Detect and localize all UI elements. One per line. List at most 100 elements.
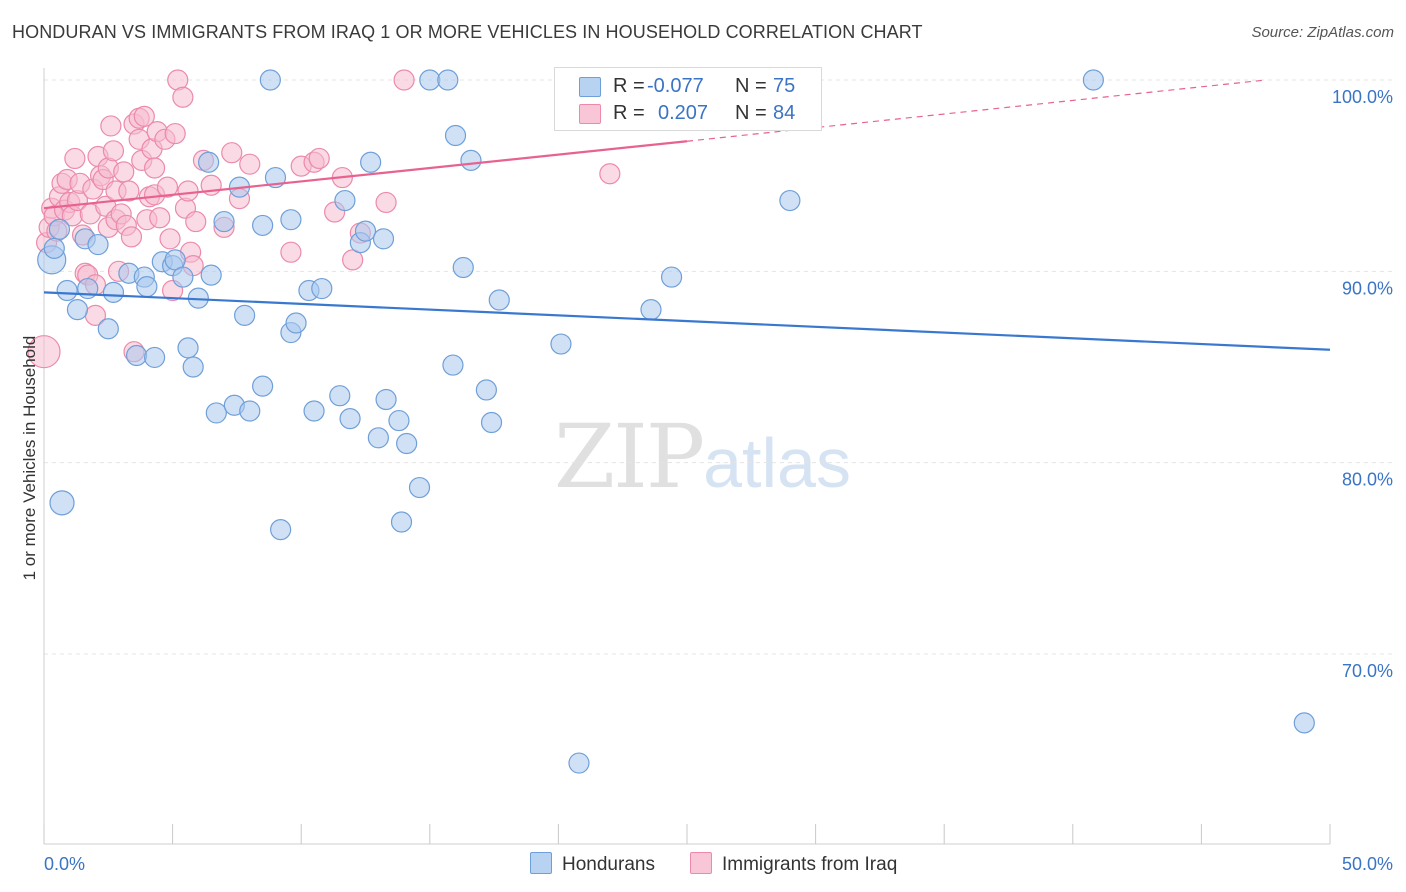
honduran-point [390,511,413,533]
iraq-point [120,226,143,248]
honduran-point [97,318,119,340]
watermark-zip: ZIP [554,405,705,508]
iraq-point [100,115,122,137]
honduran-point [437,69,459,91]
bottom-legend-iraq: Immigrants from Iraq [690,852,897,876]
honduran-point [177,337,199,359]
honduran-point [568,752,590,774]
iraq-point [102,140,125,162]
honduran-point [339,408,361,430]
iraq-trend-line-dashed [686,79,1266,142]
iraq-point [177,180,199,202]
honduran-trend-line [43,291,1331,351]
iraq-trend-line [43,140,688,210]
honduran-point [367,427,389,449]
honduran-point [1293,712,1315,734]
legend-n-value: 75 [773,75,796,97]
honduran-point [239,400,261,422]
legend-r-label: R = [613,75,645,97]
y-axis-label: 1 or more Vehicles in Household [20,335,39,581]
source-label: Source: ZipAtlas.com [1251,24,1394,41]
honduran-point [460,149,482,171]
correlation-legend: R = -0.077 N = 75 R = 0.207 N = 84 [554,67,822,131]
iraq-point [280,241,302,263]
iraq-point [133,105,155,127]
iraq-point [156,176,179,198]
honduran-point [452,256,474,279]
watermark: ZIPatlas [554,405,851,508]
honduran-point [408,476,431,499]
honduran-point [143,346,166,369]
honduran-point [1082,69,1104,91]
bottom-swatch-blue [530,852,552,874]
honduran-point [48,218,71,240]
honduran-point [396,432,418,455]
honduran-point [125,344,148,367]
legend-n-value: 84 [773,102,796,124]
iraq-point [599,163,621,185]
honduran-point [475,379,497,401]
honduran-point [640,299,662,321]
x-tick-label: 0.0% [44,854,85,874]
honduran-point [550,333,572,355]
y-tick-label: 100.0% [1332,87,1393,107]
honduran-point [198,151,220,173]
honduran-point [311,277,333,300]
iraq-point [149,207,171,229]
honduran-point [285,312,307,334]
iraq-point [308,147,330,170]
chart-title: HONDURAN VS IMMIGRANTS FROM IRAQ 1 OR MO… [12,22,923,42]
honduran-point [259,69,281,91]
honduran-point [213,210,235,233]
honduran-point [252,375,274,397]
iraq-point [159,228,181,250]
honduran-point [360,151,382,173]
iraq-point [172,86,194,108]
bottom-legend-label: Hondurans [562,854,655,875]
honduran-point [136,276,158,298]
honduran-point [303,400,325,422]
honduran-point [779,189,801,212]
iraq-point [113,161,135,183]
honduran-point [252,214,274,237]
honduran-point [375,388,397,411]
honduran-point [43,237,65,259]
honduran-point [334,189,356,212]
honduran-point [172,266,194,288]
honduran-point [49,490,75,516]
honduran-point [66,299,89,321]
honduran-point [205,402,227,424]
honduran-point [660,266,683,288]
y-tick-label: 80.0% [1342,470,1393,490]
legend-r-value: -0.077 [647,75,704,97]
iraq-point [64,147,86,170]
bottom-legend-hondurans: Hondurans [530,852,655,876]
iraq-point [393,69,415,91]
iraq-point [239,153,261,175]
honduran-point [182,356,204,378]
iraq-point [27,335,61,369]
y-tick-label: 90.0% [1342,278,1393,298]
honduran-point [372,228,395,250]
honduran-point [56,279,78,302]
honduran-point [200,264,222,286]
iraq-point [185,210,207,233]
honduran-point [102,281,125,303]
honduran-point [87,233,109,256]
honduran-point [444,124,467,147]
legend-n-label: N = [735,102,767,124]
honduran-point [354,220,377,242]
x-tick-label: 50.0% [1342,854,1393,874]
honduran-point [442,354,464,376]
honduran-point [480,411,503,434]
iraq-point [118,180,140,202]
legend-n-label: N = [735,75,767,97]
honduran-point [329,385,351,407]
honduran-point [280,209,302,231]
iraq-point [164,122,186,145]
legend-r-value: 0.207 [658,102,709,124]
iraq-point [221,142,243,164]
bottom-legend-label: Immigrants from Iraq [722,854,898,875]
honduran-point [270,519,292,541]
